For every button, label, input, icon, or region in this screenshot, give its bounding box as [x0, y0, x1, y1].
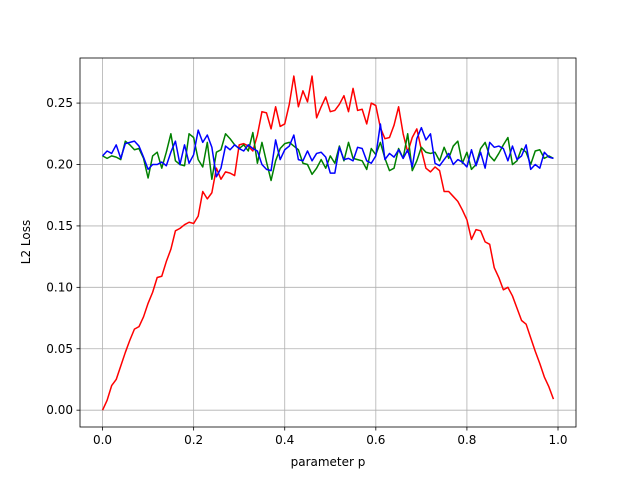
y-tick-label: 0.00 — [46, 403, 73, 417]
series-line — [102, 131, 554, 182]
series-line — [101, 75, 555, 411]
x-tick-label: 0.6 — [366, 433, 385, 447]
x-tick-label: 0.2 — [184, 433, 203, 447]
x-tick-label: 0.0 — [93, 433, 112, 447]
plot-frame — [79, 57, 577, 428]
y-tick-label: 0.05 — [46, 342, 73, 356]
y-tick-label: 0.25 — [46, 96, 73, 110]
y-axis-label: L2 Loss — [19, 220, 33, 264]
x-axis-label: parameter p — [291, 455, 366, 469]
x-tick-label: 0.8 — [457, 433, 476, 447]
y-tick-label: 0.10 — [46, 280, 73, 294]
series-line — [101, 123, 554, 178]
x-tick-label: 1.0 — [548, 433, 567, 447]
y-tick-label: 0.15 — [46, 219, 73, 233]
x-tick-label: 0.4 — [275, 433, 294, 447]
y-tick-label: 0.20 — [46, 157, 73, 171]
